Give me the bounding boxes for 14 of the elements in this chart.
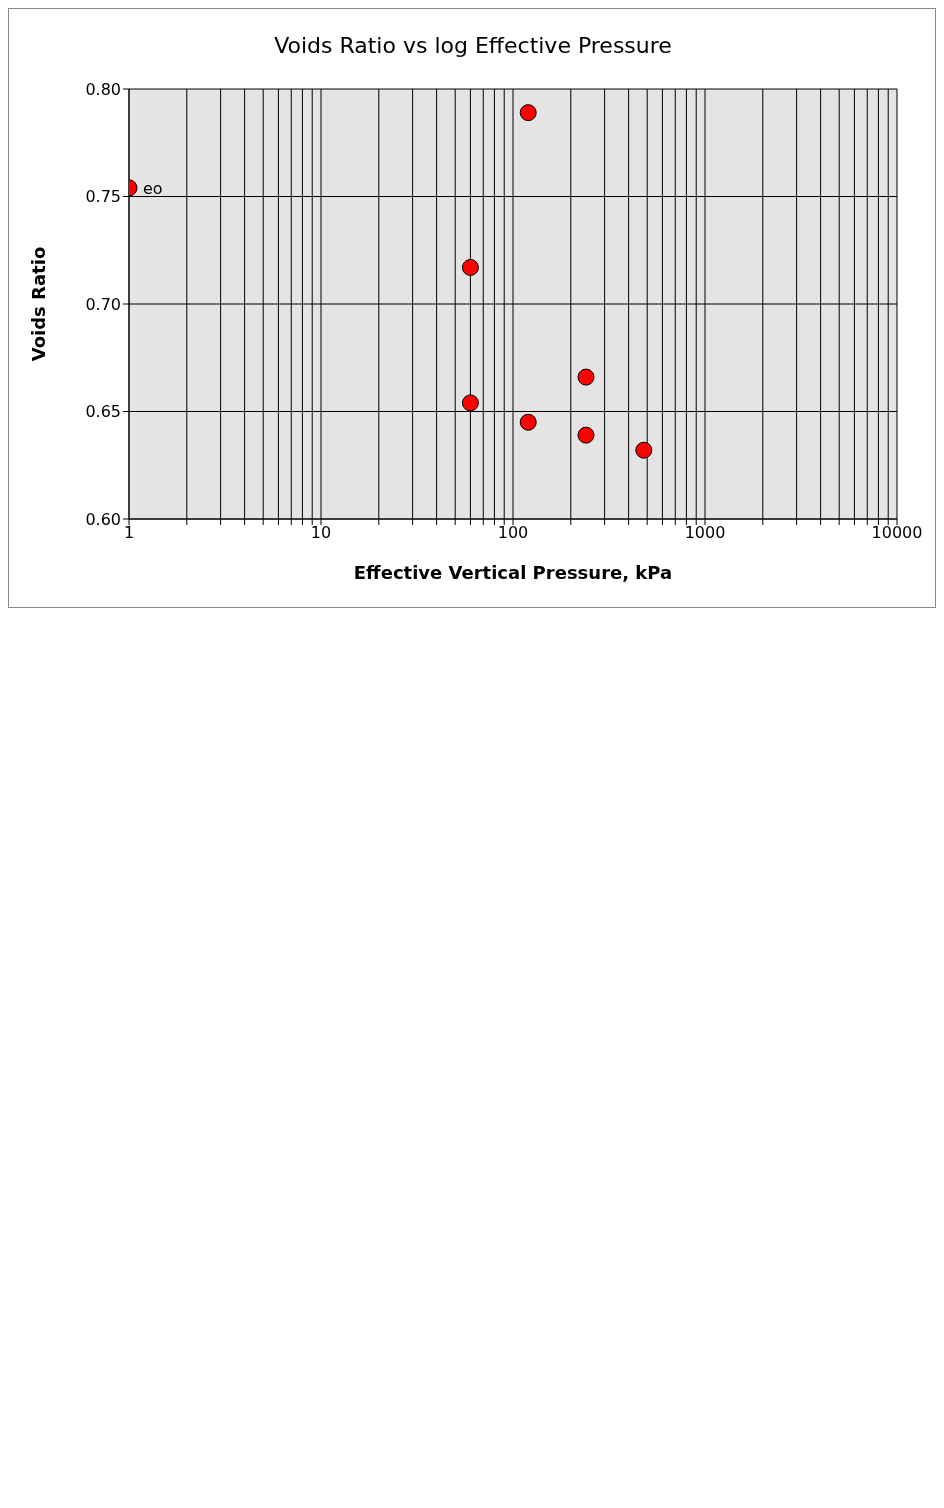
y-tick-label: 0.65 [85,402,121,422]
y-tick-label: 0.80 [85,79,121,99]
x-tick-label: 10 [310,523,332,543]
annotation: eo [143,178,163,198]
x-tick-label: 10000 [871,523,923,543]
x-tick-label: 1000 [684,523,726,543]
y-axis-title: Voids Ratio [28,246,50,362]
x-tick-label: 1 [123,523,135,543]
y-tick-label: 0.75 [85,187,121,207]
x-axis-title: Effective Vertical Pressure, kPa [353,562,673,583]
y-tick-label: 0.60 [85,509,121,529]
y-tick-label: 0.70 [85,294,121,314]
chart-title: Voids Ratio vs log Effective Pressure [273,33,673,58]
x-tick-label: 100 [497,523,529,543]
